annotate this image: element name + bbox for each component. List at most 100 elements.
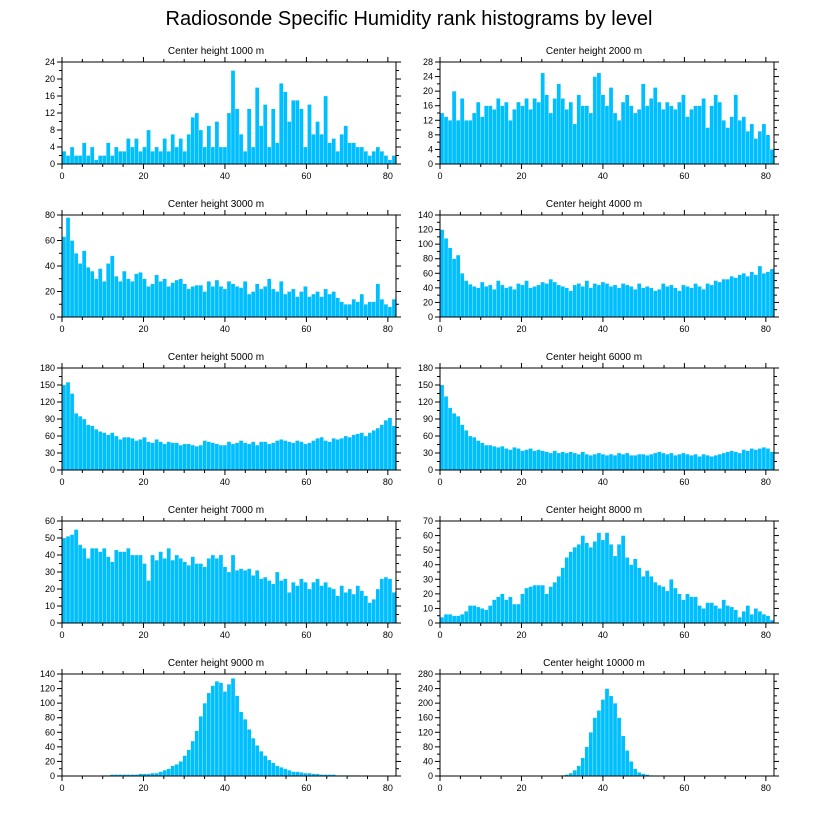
histogram-bar bbox=[572, 123, 577, 165]
y-tick-label: 8 bbox=[50, 125, 55, 135]
histogram-bar bbox=[612, 455, 618, 471]
histogram-bar bbox=[86, 155, 91, 165]
histogram-bar bbox=[106, 142, 111, 165]
histogram-bar bbox=[158, 441, 163, 471]
histogram-bar bbox=[339, 301, 344, 318]
histogram-bar bbox=[516, 448, 521, 471]
histogram-bar bbox=[110, 432, 115, 471]
histogram-bar bbox=[657, 451, 662, 471]
histogram-bar bbox=[657, 289, 662, 318]
histogram-bar bbox=[685, 454, 690, 471]
histogram-bar bbox=[556, 284, 561, 318]
histogram-bar bbox=[455, 254, 461, 318]
histogram-bar bbox=[697, 605, 702, 624]
histogram-bar bbox=[190, 556, 195, 624]
histogram-bar bbox=[504, 599, 509, 624]
histogram-bar bbox=[110, 561, 115, 624]
histogram-bar bbox=[291, 288, 296, 318]
histogram-bar bbox=[158, 151, 163, 165]
histogram-bar bbox=[347, 437, 352, 471]
histogram-bar bbox=[230, 554, 236, 624]
histogram-bar bbox=[568, 451, 573, 471]
histogram-bar bbox=[508, 596, 513, 624]
histogram-bar bbox=[263, 104, 268, 165]
histogram-bar bbox=[275, 440, 280, 471]
histogram-bar bbox=[701, 98, 706, 165]
histogram-plot: 0 4 8 12 16 20 24 0 20 40 60 80 bbox=[45, 57, 401, 181]
histogram-bar bbox=[186, 288, 191, 318]
histogram-bar bbox=[548, 452, 553, 471]
y-tick-label: 50 bbox=[45, 533, 55, 543]
histogram-bar bbox=[186, 134, 191, 165]
histogram-bar bbox=[311, 440, 316, 471]
x-tick-label: 80 bbox=[761, 324, 771, 334]
histogram-bar bbox=[661, 452, 666, 471]
histogram-bar bbox=[657, 584, 662, 624]
histogram-bar bbox=[98, 431, 103, 471]
histogram-bar bbox=[202, 291, 207, 318]
histogram-bar bbox=[307, 442, 312, 471]
x-tick-label: 40 bbox=[220, 630, 230, 640]
x-tick-label: 80 bbox=[383, 477, 393, 487]
histogram-bar bbox=[371, 301, 377, 318]
histogram-bar bbox=[741, 611, 746, 624]
histogram-bar bbox=[608, 544, 614, 624]
histogram-bar bbox=[713, 94, 718, 165]
histogram-bar bbox=[624, 557, 630, 624]
histogram-bar bbox=[210, 286, 216, 318]
histogram-bar bbox=[685, 116, 690, 165]
histogram-bar bbox=[122, 437, 127, 471]
histogram-bar bbox=[693, 105, 698, 165]
histogram-bar bbox=[118, 151, 123, 165]
histogram-bar bbox=[375, 427, 381, 471]
histogram-bar bbox=[484, 286, 489, 318]
histogram-bar bbox=[629, 564, 634, 624]
histogram-bar bbox=[588, 732, 594, 777]
histogram-bar bbox=[584, 542, 590, 624]
histogram-bar bbox=[472, 112, 477, 165]
histogram-bar bbox=[186, 749, 191, 777]
histogram-bar bbox=[633, 112, 638, 165]
histogram-bar bbox=[641, 576, 646, 624]
histogram-bar bbox=[604, 455, 610, 471]
histogram-bar bbox=[645, 105, 650, 165]
histogram-bar bbox=[572, 547, 577, 624]
histogram-bar bbox=[464, 120, 469, 165]
histogram-bar bbox=[447, 120, 453, 165]
histogram-bar bbox=[480, 281, 485, 318]
histogram-bar bbox=[122, 270, 127, 318]
histogram-bar bbox=[512, 447, 517, 471]
histogram-bar bbox=[202, 566, 207, 624]
histogram-bar bbox=[536, 449, 541, 471]
histogram-bar bbox=[685, 286, 690, 318]
histogram-bar bbox=[556, 576, 561, 624]
histogram-bar bbox=[259, 578, 264, 624]
histogram-plot: 0 20 40 60 80 0 20 40 60 80 bbox=[45, 210, 401, 334]
histogram-bar bbox=[520, 105, 525, 165]
histogram-bar bbox=[649, 576, 654, 624]
histogram-bar bbox=[166, 441, 171, 471]
histogram-bar bbox=[488, 605, 493, 624]
histogram-bar bbox=[480, 116, 485, 165]
histogram-bar bbox=[110, 155, 115, 165]
histogram-bar bbox=[154, 439, 159, 471]
histogram-bar bbox=[271, 583, 276, 624]
histogram-bar bbox=[387, 578, 393, 624]
histogram-bar bbox=[669, 452, 674, 471]
histogram-bar bbox=[61, 537, 67, 624]
histogram-bar bbox=[576, 544, 581, 624]
y-tick-label: 0 bbox=[50, 159, 55, 169]
histogram-bar bbox=[347, 304, 352, 318]
histogram-bar bbox=[701, 608, 706, 624]
histogram-bar bbox=[291, 100, 296, 165]
y-tick-label: 180 bbox=[418, 363, 433, 373]
x-tick-label: 20 bbox=[516, 477, 526, 487]
histogram-bar bbox=[391, 299, 397, 318]
histogram-bar bbox=[299, 772, 304, 777]
histogram-plot: 0 40 80 120 160 200 240 280 0 20 40 60 80 bbox=[418, 669, 779, 793]
histogram-bar bbox=[459, 98, 465, 165]
y-tick-label: 70 bbox=[423, 516, 433, 526]
histogram-bar bbox=[226, 112, 232, 165]
histogram-bar bbox=[275, 142, 280, 165]
histogram-bar bbox=[629, 286, 634, 318]
